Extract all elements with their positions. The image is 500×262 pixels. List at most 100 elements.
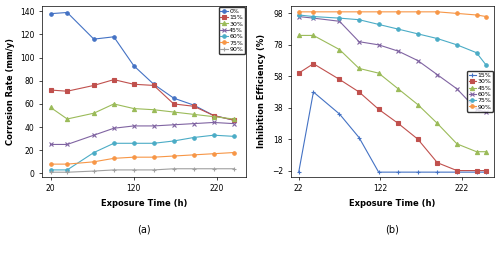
75% xyxy=(296,13,302,17)
75% xyxy=(415,32,421,35)
75% xyxy=(454,43,460,46)
75% xyxy=(111,157,117,160)
90% xyxy=(91,170,97,173)
30% xyxy=(310,62,316,65)
45% xyxy=(296,34,302,37)
90% xyxy=(151,168,157,172)
90% xyxy=(336,10,342,13)
0% xyxy=(91,37,97,41)
15% xyxy=(434,171,440,174)
60% xyxy=(434,73,440,76)
30% xyxy=(170,111,176,114)
75% xyxy=(310,15,316,18)
Line: 0%: 0% xyxy=(49,11,236,122)
45% xyxy=(376,72,382,75)
15% xyxy=(310,90,316,94)
30% xyxy=(64,117,70,121)
45% xyxy=(48,143,54,146)
45% xyxy=(170,123,176,126)
X-axis label: Exposure Time (h): Exposure Time (h) xyxy=(350,199,436,208)
Legend: 15%, 30%, 45%, 60%, 75%, 90%: 15%, 30%, 45%, 60%, 75%, 90% xyxy=(467,71,493,112)
Line: 15%: 15% xyxy=(49,78,236,122)
60% xyxy=(336,20,342,23)
30% xyxy=(376,108,382,111)
90% xyxy=(64,171,70,174)
60% xyxy=(454,87,460,90)
75% xyxy=(336,17,342,20)
60% xyxy=(230,135,236,138)
30% xyxy=(230,117,236,121)
45% xyxy=(151,124,157,128)
15% xyxy=(91,84,97,87)
15% xyxy=(376,171,382,174)
30% xyxy=(296,72,302,75)
15% xyxy=(336,112,342,116)
90% xyxy=(395,10,401,13)
Line: 60%: 60% xyxy=(296,14,488,115)
15% xyxy=(356,136,362,139)
75% xyxy=(151,156,157,159)
Y-axis label: Inhibition Efficiency (%): Inhibition Efficiency (%) xyxy=(257,34,266,148)
90% xyxy=(210,167,216,170)
75% xyxy=(484,64,490,67)
Line: 90%: 90% xyxy=(48,166,236,175)
Legend: 0%, 15%, 30%, 45%, 60%, 75%, 90%: 0%, 15%, 30%, 45%, 60%, 75%, 90% xyxy=(218,7,245,54)
90% xyxy=(230,167,236,170)
60% xyxy=(91,151,97,154)
60% xyxy=(296,15,302,18)
0% xyxy=(64,11,70,14)
60% xyxy=(474,108,480,111)
90% xyxy=(296,10,302,13)
75% xyxy=(474,51,480,54)
Line: 30%: 30% xyxy=(297,62,488,172)
30% xyxy=(151,108,157,111)
Line: 60%: 60% xyxy=(49,133,236,172)
60% xyxy=(376,43,382,46)
0% xyxy=(111,35,117,38)
15% xyxy=(170,102,176,106)
15% xyxy=(415,171,421,174)
30% xyxy=(131,107,137,110)
0% xyxy=(131,64,137,67)
75% xyxy=(230,151,236,154)
45% xyxy=(434,122,440,125)
75% xyxy=(170,155,176,158)
75% xyxy=(91,160,97,163)
90% xyxy=(484,15,490,18)
60% xyxy=(131,142,137,145)
45% xyxy=(64,143,70,146)
30% xyxy=(474,169,480,172)
30% xyxy=(336,78,342,81)
30% xyxy=(434,161,440,164)
75% xyxy=(48,162,54,166)
45% xyxy=(310,34,316,37)
90% xyxy=(454,12,460,15)
Line: 90%: 90% xyxy=(297,10,488,18)
Line: 30%: 30% xyxy=(48,102,236,121)
45% xyxy=(131,124,137,128)
0% xyxy=(210,114,216,117)
45% xyxy=(356,67,362,70)
60% xyxy=(170,139,176,143)
Line: 45%: 45% xyxy=(296,33,488,154)
90% xyxy=(356,10,362,13)
45% xyxy=(210,121,216,124)
45% xyxy=(454,142,460,145)
45% xyxy=(111,127,117,130)
90% xyxy=(131,168,137,172)
60% xyxy=(210,134,216,137)
90% xyxy=(111,168,117,172)
90% xyxy=(310,10,316,13)
60% xyxy=(310,17,316,20)
0% xyxy=(190,103,196,107)
30% xyxy=(395,122,401,125)
30% xyxy=(210,115,216,118)
75% xyxy=(376,23,382,26)
30% xyxy=(91,112,97,115)
75% xyxy=(434,37,440,40)
Y-axis label: Corrosion Rate (mm/y): Corrosion Rate (mm/y) xyxy=(6,38,15,145)
75% xyxy=(190,153,196,156)
X-axis label: Exposure Time (h): Exposure Time (h) xyxy=(101,199,188,208)
15% xyxy=(454,171,460,174)
90% xyxy=(190,167,196,170)
